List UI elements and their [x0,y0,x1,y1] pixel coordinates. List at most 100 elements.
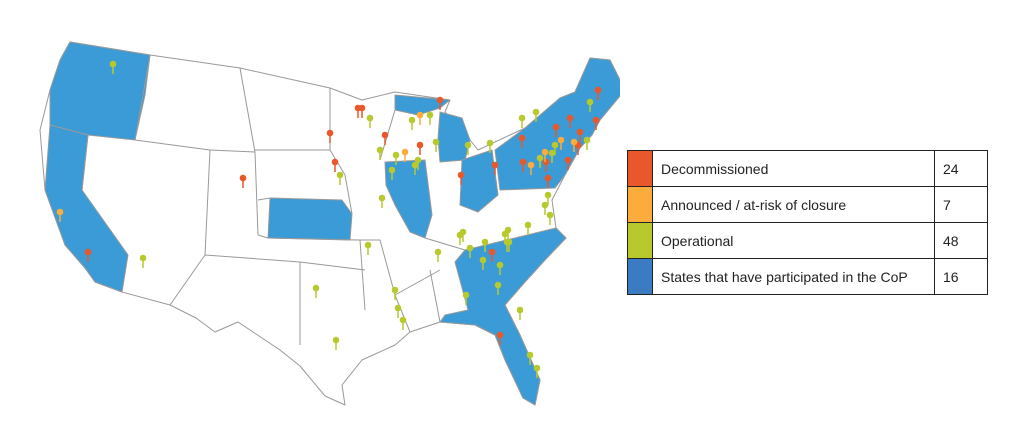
pin-head [536,154,544,162]
pin-head [84,248,92,256]
pin [536,154,544,168]
pin-head [388,166,396,174]
pin-head [331,158,339,166]
pin [516,306,524,320]
pin [312,284,320,298]
legend-label: States that have participated in the CoP [652,258,935,295]
pin-head [546,211,554,219]
pin [332,336,340,350]
pin-head [364,241,372,249]
pin-head [481,238,489,246]
pin [394,304,402,318]
pin-head [464,141,472,149]
state-nc-sc-ga-fl [439,227,567,406]
pin [592,116,600,130]
pin [457,171,465,185]
pin [544,174,552,188]
pin-head [414,156,422,164]
pin [496,331,504,345]
pin-head [416,141,424,149]
pin-head [239,174,247,182]
pin-head [541,201,549,209]
pin [336,171,344,185]
pin [479,256,487,270]
pin [358,104,366,118]
pin [426,111,434,125]
pin-head [518,114,526,122]
pin [518,134,526,148]
pin-head [541,148,549,156]
legend-count: 16 [934,258,988,295]
pin [564,156,572,170]
pin [518,114,526,128]
pin [391,286,399,300]
pin-head [436,96,444,104]
pin-head [518,134,526,142]
state-wa-or [49,41,151,141]
legend-swatch [627,186,653,223]
legend-row: Decommissioned 24 [627,150,988,187]
pin-head [552,123,560,131]
pin-head [391,286,399,294]
pin-head [551,141,559,149]
pin-head [312,284,320,292]
pin [432,138,440,152]
pin-head [486,139,494,147]
pin-head [139,254,147,262]
pin-head [394,304,402,312]
pin-head [542,158,550,166]
pin [527,161,535,175]
pin [56,208,64,222]
pin-head [505,238,513,246]
pin-head [519,158,527,166]
pin-head [494,281,502,289]
pin [408,116,416,130]
pin-head [533,364,541,372]
legend-swatch [627,150,653,187]
pin-head [570,138,578,146]
legend-label: Decommissioned [652,150,935,187]
pin [583,136,591,150]
pin [594,86,602,100]
legend-swatch [627,258,653,295]
pin-head [376,146,384,154]
pin [414,156,422,170]
state-oh [459,149,499,213]
pin-head [457,171,465,179]
pin [504,226,512,240]
pin-head [516,306,524,314]
pin [541,148,549,162]
pin [239,174,247,188]
pin [434,248,442,262]
pin-head [366,114,374,122]
pin-head [566,114,574,122]
pin-head [592,116,600,124]
pin [481,238,489,252]
pin-head [479,256,487,264]
pin [436,96,444,110]
pin-head [564,156,572,164]
pin [464,141,472,155]
pin-head [527,161,535,169]
pin [548,149,556,163]
pin-head [378,194,386,202]
legend-row: Operational 48 [627,222,988,259]
pin-head [544,191,552,199]
pin [459,228,467,242]
pin-head [109,60,117,68]
pin [491,161,499,175]
pin-head [358,104,366,112]
pin-head [416,111,424,119]
us-map [39,41,620,406]
pin [411,161,419,175]
pin [586,98,594,112]
legend-body: Decommissioned 24 Announced / at-risk of c… [627,150,988,295]
pin-head [426,111,434,119]
pin-head [544,174,552,182]
pin-head [583,136,591,144]
pin-head [548,149,556,157]
pin-head [526,351,534,359]
pin-head [432,138,440,146]
pin-head [399,316,407,324]
legend-label: Operational [652,222,935,259]
